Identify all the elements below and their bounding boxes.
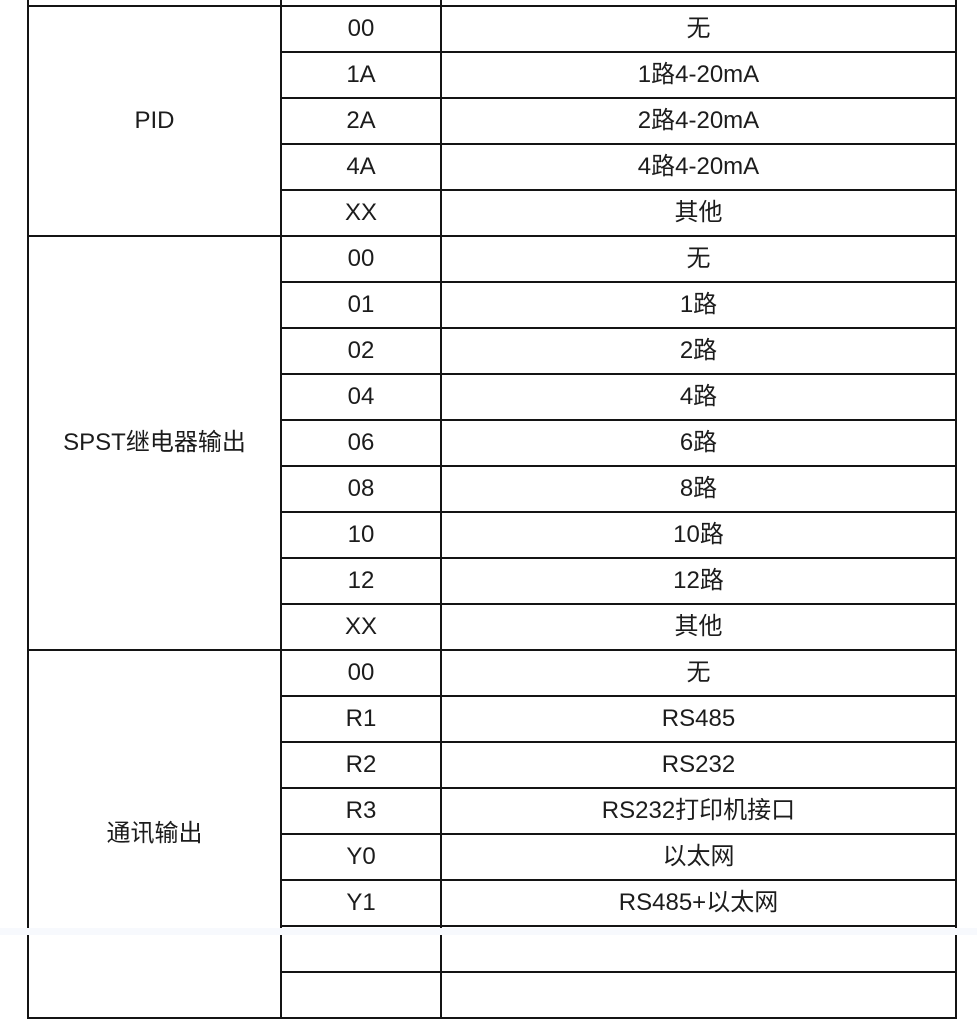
category-cell: PID: [27, 5, 282, 237]
code-cell: 00: [280, 649, 442, 697]
description-cell: 1路: [440, 281, 957, 329]
table-row: R3 RS232打印机接口: [28, 787, 957, 835]
description-cell: 10路: [440, 511, 957, 559]
table-row: R1 RS485: [28, 695, 957, 743]
table-row: 通讯输出 00 无: [27, 649, 957, 1019]
table-row: XX 其他: [28, 189, 957, 237]
code-cell: XX: [280, 603, 442, 651]
description-cell: 以太网: [440, 833, 957, 881]
description-cell: 8路: [440, 465, 957, 513]
description-cell: RS485+以太网: [440, 879, 957, 927]
table-row: PID 00 无: [27, 5, 957, 237]
description-cell: 6路: [440, 419, 957, 467]
description-cell: RS485: [440, 695, 957, 743]
code-cell: Y0: [280, 833, 442, 881]
description-cell: 4路4-20mA: [440, 143, 957, 191]
code-cell: 12: [280, 557, 442, 605]
description-cell: 4路: [440, 373, 957, 421]
table-row: 12 12路: [28, 557, 957, 605]
table-row: 06 6路: [28, 419, 957, 467]
code-cell: [280, 0, 442, 7]
code-cell: 4A: [280, 143, 442, 191]
description-cell: 无: [440, 649, 957, 697]
category-cell: SPST继电器输出: [27, 235, 282, 651]
description-cell: RS232打印机接口: [440, 787, 957, 835]
code-cell: 08: [280, 465, 442, 513]
spec-table: PID 00 无 1A 1路4-20mA 2A 2路4-20mA 4A 4路4-20mA XX 其他…: [27, 0, 957, 1019]
category-cell: 通讯输出: [27, 649, 282, 1019]
page-background-strip: [0, 928, 977, 935]
table-row: Y1 RS485+以太网: [28, 879, 957, 927]
description-cell: 无: [440, 235, 957, 283]
code-cell: XX: [280, 189, 442, 237]
spec-table-body: PID 00 无 1A 1路4-20mA 2A 2路4-20mA 4A 4路4-20mA XX 其他…: [27, 0, 957, 1019]
spec-table-wrap: PID 00 无 1A 1路4-20mA 2A 2路4-20mA 4A 4路4-20mA XX 其他…: [27, 0, 957, 1019]
code-cell: R2: [280, 741, 442, 789]
code-cell: 10: [280, 511, 442, 559]
table-row: 2A 2路4-20mA: [28, 97, 957, 145]
table-row: SPST继电器输出 00 无: [27, 235, 957, 651]
description-cell: 2路: [440, 327, 957, 375]
code-cell: 02: [280, 327, 442, 375]
code-cell: 2A: [280, 97, 442, 145]
description-cell: 12路: [440, 557, 957, 605]
code-cell: Y1: [280, 879, 442, 927]
description-cell: 其他: [440, 603, 957, 651]
description-cell: 1路4-20mA: [440, 51, 957, 99]
table-row: Y0 以太网: [28, 833, 957, 881]
table-row: 10 10路: [28, 511, 957, 559]
description-cell: RS232: [440, 741, 957, 789]
description-cell: [440, 971, 957, 1019]
description-cell: [440, 0, 957, 7]
code-cell: R1: [280, 695, 442, 743]
table-row: R2 RS232: [28, 741, 957, 789]
table-row: 02 2路: [28, 327, 957, 375]
description-cell: 2路4-20mA: [440, 97, 957, 145]
description-cell: 其他: [440, 189, 957, 237]
table-row: XX 其他: [28, 603, 957, 651]
code-cell: 1A: [280, 51, 442, 99]
category-cell: [27, 0, 282, 7]
description-cell: 无: [440, 5, 957, 53]
clipped-top-row: [27, 0, 957, 7]
table-row: 1A 1路4-20mA: [28, 51, 957, 99]
table-row: 01 1路: [28, 281, 957, 329]
code-cell: 06: [280, 419, 442, 467]
code-cell: R3: [280, 787, 442, 835]
table-row: 08 8路: [28, 465, 957, 513]
table-row: 04 4路: [28, 373, 957, 421]
table-row: 4A 4路4-20mA: [28, 143, 957, 191]
code-cell: 01: [280, 281, 442, 329]
code-cell: 00: [280, 235, 442, 283]
code-cell: 00: [280, 5, 442, 53]
code-cell: 04: [280, 373, 442, 421]
code-cell: [280, 971, 442, 1019]
